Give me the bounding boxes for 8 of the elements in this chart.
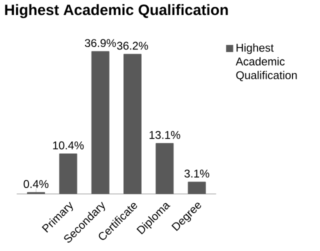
data-label: 36.9% <box>84 38 116 47</box>
data-label: 3.1% <box>184 169 210 178</box>
data-label: 10.4% <box>53 141 84 150</box>
data-label: 0.4% <box>24 180 48 188</box>
data-label: 36.2% <box>117 42 148 50</box>
legend-label: Highest Academic Qualification <box>236 43 297 81</box>
data-label: 13.1% <box>150 130 180 139</box>
chart-title: Highest Academic Qualification <box>5 4 228 18</box>
